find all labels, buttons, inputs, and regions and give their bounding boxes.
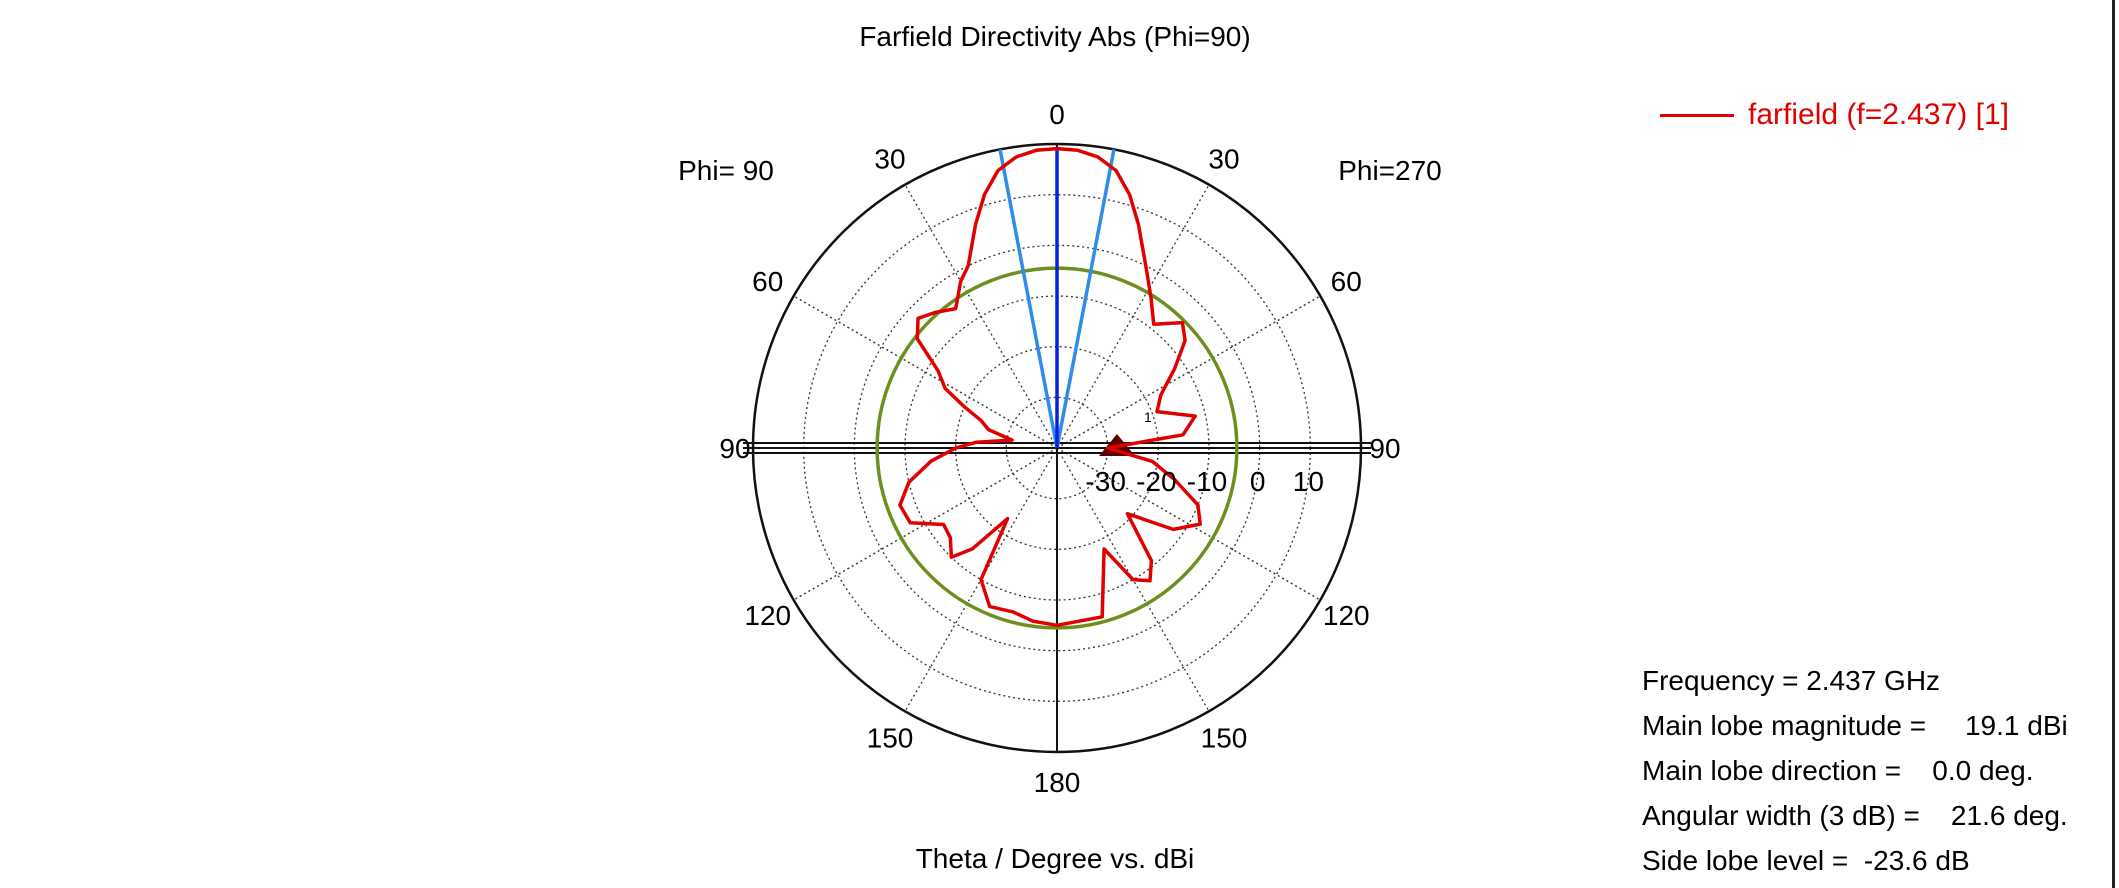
beam-width-line: [998, 149, 1059, 449]
angle-tick-label: 60: [1331, 266, 1362, 297]
chart-title: Farfield Directivity Abs (Phi=90): [859, 21, 1250, 52]
legend: farfield (f=2.437) [1]: [1660, 98, 2009, 132]
grid-spoke: [1056, 447, 1321, 601]
grid-spoke: [1056, 184, 1210, 449]
phi-left-label: Phi= 90: [678, 155, 774, 186]
angular-width-text: Angular width (3 dB) = 21.6 deg.: [1642, 800, 2068, 831]
angle-tick-label: 30: [874, 144, 905, 175]
angle-tick-label: 150: [1201, 722, 1248, 753]
farfield-trace: [898, 146, 1202, 628]
x-axis-label: Theta / Degree vs. dBi: [916, 843, 1195, 874]
phi-right-label: Phi=270: [1338, 155, 1442, 186]
angle-tick-label: 90: [1369, 433, 1400, 464]
main-lobe-direction-text: Main lobe direction = 0.0 deg.: [1642, 755, 2034, 786]
tick-labels: 0 30 60 90 120 150 180 150 120 90 60 30 -30 -20 -10 0 10: [719, 99, 1400, 798]
angle-tick-label: 150: [867, 722, 914, 753]
radial-tick-label: 10: [1293, 466, 1324, 497]
angle-tick-label: 120: [744, 600, 791, 631]
plot-frame-edge: [2112, 0, 2115, 888]
frequency-text: Frequency = 2.437 GHz: [1642, 665, 1941, 696]
radial-tick-label: -10: [1187, 466, 1227, 497]
angle-tick-label: 0: [1049, 99, 1065, 130]
angle-tick-label: 180: [1034, 767, 1081, 798]
angle-tick-label: 30: [1208, 144, 1239, 175]
side-lobe-level-text: Side lobe level = -23.6 dB: [1642, 845, 1970, 876]
legend-label: farfield (f=2.437) [1]: [1748, 98, 2009, 131]
angle-tick-label: 90: [719, 433, 750, 464]
angle-tick-label: 120: [1323, 600, 1370, 631]
radial-tick-label: -20: [1136, 466, 1176, 497]
grid-spoke: [1056, 295, 1321, 449]
main-lobe-magnitude-text: Main lobe magnitude = 19.1 dBi: [1642, 710, 2068, 741]
grid-spoke: [904, 184, 1058, 449]
angle-tick-label: 60: [752, 266, 783, 297]
radial-tick-label: -30: [1085, 466, 1125, 497]
results-panel: Frequency = 2.437 GHz Main lobe magnitude…: [1642, 658, 2068, 883]
legend-swatch: [1660, 113, 1734, 117]
grid-spoke: [793, 295, 1058, 449]
marker-label: 1: [1144, 409, 1152, 425]
beam-width-line: [1055, 149, 1116, 449]
radial-tick-label: 0: [1250, 466, 1266, 497]
